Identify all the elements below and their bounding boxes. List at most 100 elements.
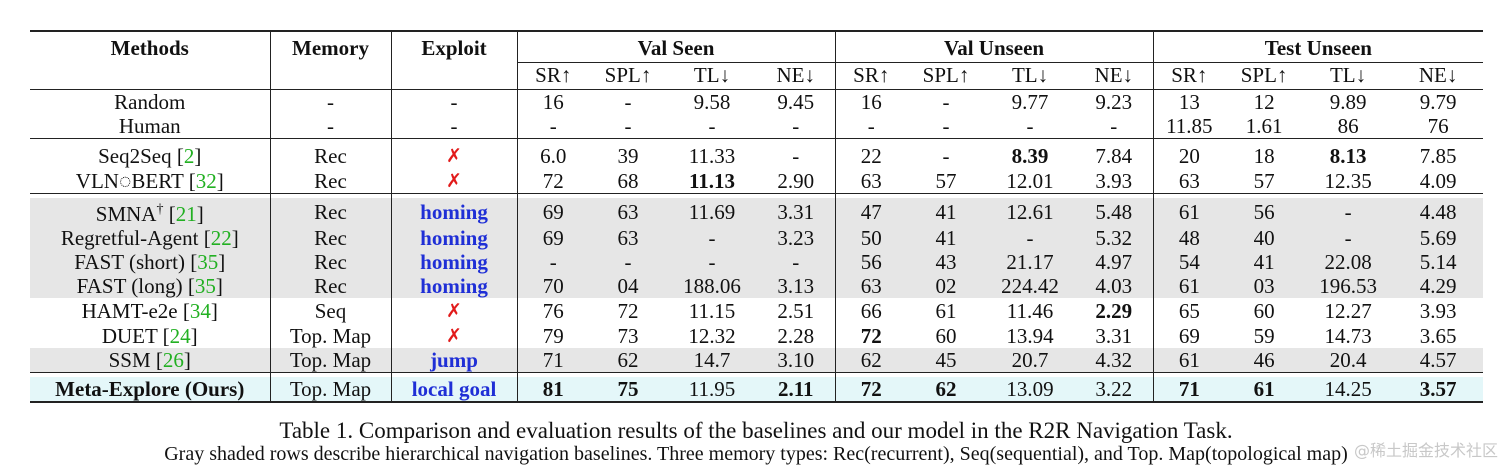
method-name: VLN◌BERT [32] xyxy=(75,168,224,193)
results-table: Methods Memory Exploit Val Seen Val Unse… xyxy=(30,30,1484,404)
metric-value: 3.65 xyxy=(1419,323,1457,348)
metric-value: 5.69 xyxy=(1393,226,1484,250)
metric-value: - xyxy=(516,250,589,274)
metric-value: 12.27 xyxy=(1324,298,1372,323)
metric-value: 86 xyxy=(1337,114,1359,138)
header-metric: TL↓ xyxy=(693,63,731,87)
citation-link[interactable]: 26 xyxy=(162,348,184,372)
memory-cell: Rec xyxy=(269,226,391,250)
metric-value: - xyxy=(516,114,589,139)
citation-link[interactable]: 34 xyxy=(189,298,211,323)
metric-value: 61 xyxy=(1225,377,1304,402)
metric-value: 3.57 xyxy=(1393,377,1484,402)
citation-link[interactable]: 32 xyxy=(195,168,217,193)
metric-value: - xyxy=(942,114,950,138)
metric-value: 41 xyxy=(907,198,986,226)
metric-value: 45 xyxy=(907,348,986,373)
metric-value: 46 xyxy=(1225,348,1304,373)
header-test-unseen: Test Unseen xyxy=(1152,30,1484,63)
metric-value: 22 xyxy=(834,143,908,168)
table-row: VLN◌BERT [32] Rec ✗ 72 68 11.13 2.90 63 57 12.01 3… xyxy=(30,168,1483,194)
metric-value: 71 xyxy=(1152,377,1226,402)
metric-value: 62 xyxy=(907,377,986,402)
metric-value: 57 xyxy=(1253,168,1275,193)
metric-value: - xyxy=(942,143,950,168)
metric-value: 11.95 xyxy=(667,377,757,402)
citation-link[interactable]: 21 xyxy=(175,202,197,226)
metric-value: 188.06 xyxy=(667,274,757,298)
metric-value: 8.39 xyxy=(1011,143,1049,168)
metric-value: 03 xyxy=(1225,274,1304,298)
metric-value: 11.33 xyxy=(688,143,736,168)
metric-value: 224.42 xyxy=(985,274,1076,298)
metric-value: 16 xyxy=(834,90,908,114)
metric-value: 11.15 xyxy=(688,298,736,323)
metric-value: 50 xyxy=(834,226,908,250)
metric-value: 2.28 xyxy=(777,323,815,348)
table-row: DUET [24] Top. Map ✗ 79 73 12.32 2.28 72 60 13.94… xyxy=(30,323,1483,348)
metric-value: 3.13 xyxy=(757,274,836,298)
metric-value: 4.57 xyxy=(1393,348,1484,373)
metric-value: 9.79 xyxy=(1419,90,1457,114)
memory-cell: Rec xyxy=(269,168,391,194)
exploit-cell: homing xyxy=(390,274,517,298)
metric-value: - xyxy=(792,114,800,138)
exploit-cell: - xyxy=(390,90,517,114)
metric-value: - xyxy=(624,114,632,138)
memory-cell: Rec xyxy=(269,274,391,298)
header-metric: SPL↑ xyxy=(604,63,652,87)
metric-value: 4.32 xyxy=(1075,348,1154,373)
table-row: HAMT-e2e [34] Seq ✗ 76 72 11.15 2.51 66 61 11.46 2… xyxy=(30,298,1483,323)
metric-value: 72 xyxy=(834,377,908,402)
metric-value: 7.84 xyxy=(1095,143,1133,168)
table-row: Seq2Seq [2] Rec ✗ 6.0 39 11.33 - 22 - 8.39 7.84 20 1… xyxy=(30,143,1483,168)
metric-value: 4.09 xyxy=(1419,168,1457,193)
metric-value: 4.48 xyxy=(1393,198,1484,226)
metric-value: 12.61 xyxy=(985,198,1076,226)
metric-value: 11.85 xyxy=(1152,114,1226,139)
metric-value: - xyxy=(792,143,800,168)
method-name: HAMT-e2e [34] xyxy=(81,298,218,323)
exploit-cell: - xyxy=(390,114,517,139)
metric-value: 68 xyxy=(617,168,639,193)
metric-value: 12.01 xyxy=(1006,168,1054,193)
metric-value: - xyxy=(1303,198,1394,226)
citation-link[interactable]: 35 xyxy=(197,250,219,274)
metric-value: 20 xyxy=(1152,143,1226,168)
metric-value: 48 xyxy=(1152,226,1226,250)
method-name: Random xyxy=(114,90,186,114)
metric-value: 12.35 xyxy=(1324,168,1372,193)
metric-value: 16 xyxy=(516,90,589,114)
metric-value: 04 xyxy=(589,274,667,298)
table-row: FAST (long) [35] Rec homing 70 04 188.06 3.13 6… xyxy=(30,274,1484,298)
memory-cell: Rec xyxy=(269,143,391,168)
metric-value: - xyxy=(834,114,908,139)
metric-value: 02 xyxy=(907,274,986,298)
metric-value: 11.13 xyxy=(688,168,736,193)
header-metric: SR↑ xyxy=(516,62,589,90)
table-row: FAST (short) [35] Rec homing - - - -56 43 21.17 4… xyxy=(30,250,1484,274)
metric-value: 63 xyxy=(834,274,908,298)
metric-value: - xyxy=(757,250,836,274)
metric-value: 20.7 xyxy=(985,348,1076,373)
exploit-cell: homing xyxy=(390,198,517,226)
metric-value: 12 xyxy=(1253,90,1275,114)
metric-value: 4.29 xyxy=(1393,274,1484,298)
metric-value: 54 xyxy=(1152,250,1226,274)
citation-link[interactable]: 35 xyxy=(194,274,216,298)
metric-value: - xyxy=(1026,114,1034,138)
metric-value: 61 xyxy=(1152,198,1226,226)
metric-value: 3.93 xyxy=(1095,168,1133,193)
metric-value: 4.97 xyxy=(1075,250,1154,274)
metric-value: 5.48 xyxy=(1075,198,1154,226)
citation-link[interactable]: 22 xyxy=(210,226,232,250)
metric-value: 39 xyxy=(617,143,639,168)
citation-link[interactable]: 24 xyxy=(169,323,191,348)
method-name: Human xyxy=(118,114,181,138)
metric-value: 63 xyxy=(589,198,667,226)
metric-value: 12.32 xyxy=(688,323,736,348)
citation-link[interactable]: 2 xyxy=(183,143,195,168)
metric-value: 14.7 xyxy=(667,348,757,373)
metric-value: - xyxy=(667,226,757,250)
memory-cell: - xyxy=(269,114,391,139)
